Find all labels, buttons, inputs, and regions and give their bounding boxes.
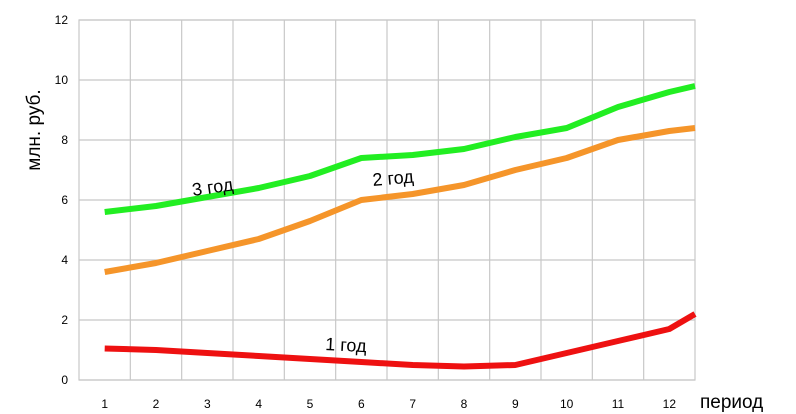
y-axis-label: млн. руб. <box>24 89 45 170</box>
series-line-1 <box>104 83 696 215</box>
x-tick-label: 4 <box>255 397 262 411</box>
x-tick-labels: 1 2 3 4 5 6 7 8 9 10 11 12 <box>101 397 676 411</box>
y-tick-label: 6 <box>61 193 68 207</box>
y-tick-label: 4 <box>61 253 68 267</box>
x-tick-label: 10 <box>560 397 574 411</box>
x-tick-label: 3 <box>204 397 211 411</box>
x-tick-label: 11 <box>612 397 625 411</box>
x-tick-label: 12 <box>663 397 677 411</box>
series-label-year-2: 2 год <box>372 166 415 190</box>
x-tick-label: 9 <box>512 397 519 411</box>
x-tick-label: 8 <box>461 397 468 411</box>
y-tick-labels: 0 2 4 6 8 10 12 <box>55 13 69 387</box>
series-label-year-1: 1 год <box>325 334 368 356</box>
x-tick-label: 1 <box>101 397 108 411</box>
y-tick-label: 10 <box>55 73 69 87</box>
x-tick-label: 2 <box>153 397 160 411</box>
y-tick-label: 0 <box>61 373 68 387</box>
y-tick-label: 2 <box>61 313 68 327</box>
y-tick-label: 12 <box>55 13 69 27</box>
series-line-2 <box>104 125 696 275</box>
y-tick-label: 8 <box>61 133 68 147</box>
series-line-3 <box>104 311 697 370</box>
series-lines <box>104 83 697 370</box>
x-tick-label: 6 <box>358 397 365 411</box>
x-tick-label: 7 <box>409 397 416 411</box>
x-axis-label: период <box>700 392 763 413</box>
x-tick-label: 5 <box>307 397 314 411</box>
grid <box>78 19 696 381</box>
